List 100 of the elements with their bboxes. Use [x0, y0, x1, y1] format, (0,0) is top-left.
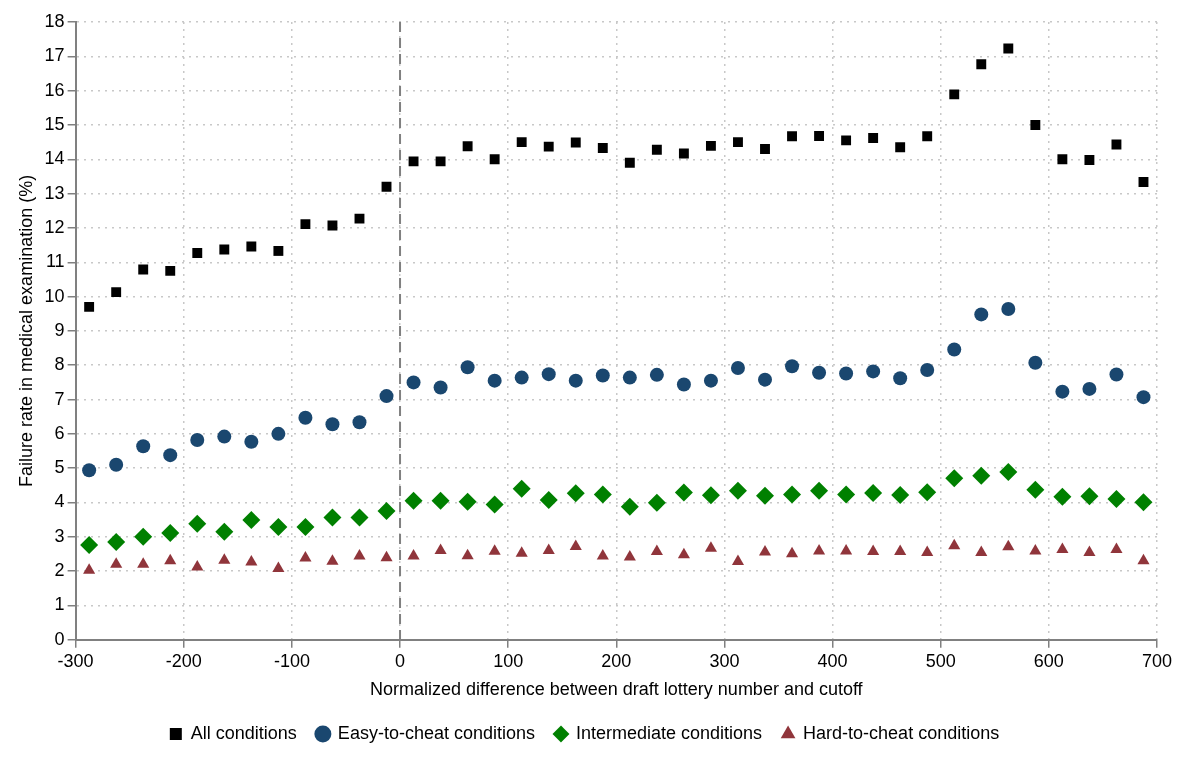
- point: [813, 543, 826, 555]
- point: [539, 491, 558, 510]
- point: [1138, 176, 1149, 187]
- point: [1107, 490, 1126, 509]
- point: [760, 144, 770, 154]
- point: [83, 563, 96, 574]
- point: [731, 554, 745, 566]
- point: [650, 544, 663, 556]
- point: [408, 156, 419, 167]
- point: [137, 557, 150, 568]
- y-tick-label: 10: [44, 285, 65, 306]
- point: [623, 550, 636, 561]
- y-tick-label: 9: [54, 319, 65, 340]
- point: [485, 495, 504, 514]
- point: [839, 366, 854, 381]
- point: [922, 131, 933, 142]
- point: [976, 59, 987, 70]
- point: [895, 142, 906, 153]
- legend-label: All conditions: [190, 722, 297, 743]
- point: [219, 244, 230, 255]
- point: [647, 493, 666, 512]
- point: [597, 143, 608, 153]
- point: [620, 497, 639, 516]
- point: [327, 220, 338, 231]
- point: [1002, 539, 1015, 551]
- point: [163, 448, 178, 463]
- point: [1109, 367, 1124, 382]
- point: [1030, 120, 1041, 130]
- point: [674, 483, 693, 502]
- point: [273, 245, 284, 256]
- point: [868, 133, 879, 143]
- x-tick-label: -100: [273, 650, 310, 671]
- point: [866, 364, 881, 379]
- point: [431, 491, 450, 510]
- y-tick-label: 13: [44, 182, 65, 203]
- x-tick-label: -200: [165, 650, 202, 671]
- point: [435, 156, 446, 167]
- point: [514, 370, 529, 385]
- point: [974, 307, 989, 322]
- point: [701, 486, 720, 505]
- point: [296, 517, 315, 536]
- point: [299, 551, 312, 562]
- point: [215, 522, 234, 541]
- point: [165, 265, 176, 276]
- point: [407, 549, 420, 560]
- point: [1003, 43, 1014, 54]
- point: [945, 469, 964, 488]
- point: [1056, 542, 1069, 554]
- point: [406, 375, 421, 390]
- point: [920, 363, 935, 378]
- point: [164, 553, 177, 565]
- point: [758, 544, 772, 556]
- point: [462, 141, 473, 152]
- point: [918, 483, 937, 502]
- point: [433, 380, 448, 395]
- point: [810, 481, 829, 500]
- point: [404, 491, 423, 510]
- point: [595, 368, 610, 383]
- point: [134, 527, 153, 546]
- point: [271, 426, 286, 441]
- point: [840, 543, 853, 555]
- point: [891, 485, 910, 504]
- point: [948, 538, 961, 550]
- y-tick-label: 14: [44, 148, 65, 169]
- point: [1057, 154, 1068, 165]
- y-tick-label: 8: [54, 354, 65, 375]
- y-tick-label: 17: [44, 45, 65, 66]
- point: [109, 457, 124, 472]
- point: [138, 264, 149, 275]
- point: [622, 370, 637, 385]
- point: [192, 248, 203, 258]
- point: [245, 554, 258, 566]
- point: [377, 502, 396, 521]
- point: [947, 342, 962, 357]
- y-tick-label: 6: [54, 422, 65, 443]
- point: [325, 417, 340, 432]
- point: [1055, 384, 1070, 399]
- point: [677, 547, 690, 559]
- point: [218, 553, 231, 564]
- point: [894, 544, 907, 556]
- point: [352, 415, 367, 430]
- point: [1001, 301, 1016, 316]
- x-tick-label: 0: [395, 650, 406, 671]
- point: [111, 287, 122, 298]
- point: [566, 484, 585, 503]
- point: [999, 462, 1018, 481]
- point: [217, 429, 232, 444]
- point: [837, 485, 856, 504]
- point: [569, 539, 582, 550]
- point: [380, 550, 393, 562]
- point: [379, 389, 394, 404]
- point: [1083, 545, 1096, 557]
- point: [190, 433, 205, 448]
- point: [80, 536, 99, 555]
- y-tick-label: 2: [54, 560, 65, 581]
- point: [678, 148, 689, 159]
- point: [1111, 139, 1122, 150]
- legend-label: Easy-to-cheat conditions: [337, 722, 535, 743]
- point: [624, 157, 635, 168]
- y-tick-label: 18: [44, 10, 65, 31]
